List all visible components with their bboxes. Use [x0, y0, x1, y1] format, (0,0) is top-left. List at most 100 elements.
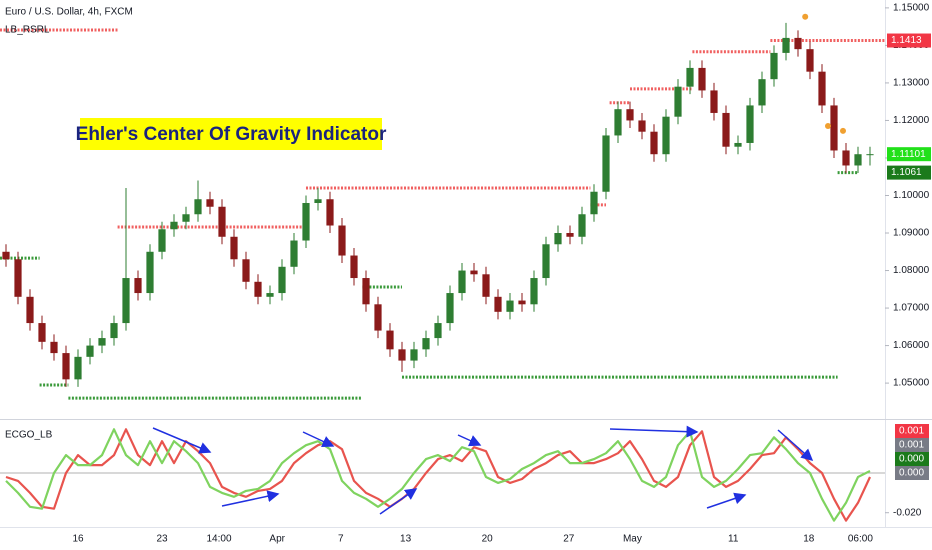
x-tick-label: 16: [72, 534, 84, 545]
high-marker: [802, 13, 809, 20]
candle-body: [194, 199, 202, 215]
y-tick-label: 1.06000: [893, 340, 930, 351]
candle-body: [110, 323, 118, 339]
x-tick-label: 27: [563, 534, 575, 545]
candle-body: [698, 67, 706, 91]
value-label-box: [895, 424, 929, 438]
y-tick-label: 1.09000: [893, 228, 930, 239]
candle-body: [662, 116, 670, 155]
value-label-box: [895, 466, 929, 480]
candle-body: [638, 120, 646, 132]
candle-body: [746, 105, 754, 143]
candle-body: [794, 37, 802, 50]
y-tick-label: 1.07000: [893, 303, 930, 314]
candle-body: [710, 90, 718, 113]
candle-body: [278, 266, 286, 294]
candle-body: [386, 330, 394, 350]
value-label: 0.000: [899, 454, 924, 465]
annotation-arrows: [152, 425, 814, 515]
candle-body: [578, 214, 586, 237]
value-label: 0.001: [899, 440, 924, 451]
candle-body: [158, 229, 166, 252]
x-tick-label: 14:00: [206, 534, 231, 545]
candle-body: [2, 251, 10, 260]
arrow: [457, 434, 482, 447]
arrow: [777, 429, 814, 461]
candle-body: [446, 293, 454, 324]
candle-body: [830, 105, 838, 151]
candle-body: [722, 112, 730, 147]
candle-body: [98, 338, 106, 346]
arrow: [302, 431, 335, 447]
candle-body: [170, 221, 178, 230]
x-tick-label: 11: [728, 534, 739, 545]
candle-body: [494, 296, 502, 312]
x-tick-label: May: [623, 534, 642, 545]
candle-body: [14, 259, 22, 297]
candle-body: [302, 202, 310, 241]
candle-body: [818, 71, 826, 106]
value-label-box: [895, 452, 929, 466]
candle-body: [182, 214, 190, 222]
candle-body: [530, 278, 538, 305]
pane-title: ECGO_LB: [5, 430, 53, 441]
plot: 16 23 14:00 Apr 7 13 20 27 May 11 18 06:00 1.05000 1.…: [0, 3, 931, 545]
value-label: 0.000: [899, 468, 924, 479]
candle-body: [470, 270, 478, 275]
candle-body: [350, 255, 358, 279]
candle-body: [782, 37, 790, 53]
annotation: Ehler's Center Of Gravity Indicator: [76, 124, 387, 145]
candle-body: [218, 206, 226, 237]
candle-body: [74, 356, 82, 380]
x-tick-label: 23: [156, 534, 168, 545]
candle-body: [626, 109, 634, 121]
candle-body: [770, 52, 778, 80]
candle-body: [554, 233, 562, 245]
candle-body: [410, 349, 418, 361]
candle-body: [86, 345, 94, 357]
candle-body: [758, 79, 766, 106]
y-tick-label: 1.05000: [893, 378, 930, 389]
annotation-box: [80, 118, 382, 150]
candle-body: [842, 150, 850, 166]
high-marker: [825, 122, 831, 129]
candle-body: [146, 251, 154, 294]
candle-body: [242, 259, 250, 282]
candle-body: [290, 240, 298, 267]
arrow: [221, 490, 280, 507]
price-label-box: [887, 165, 931, 180]
candle-body: [314, 199, 322, 203]
high-marker: [840, 127, 846, 134]
y-tick-label: 1.10000: [893, 190, 930, 201]
arrow: [706, 492, 747, 509]
candle-body: [50, 341, 58, 354]
candle-body: [374, 304, 382, 331]
candle-body: [338, 225, 346, 256]
candle-body: [518, 300, 526, 305]
candle-body: [266, 293, 274, 297]
candle-body: [134, 278, 142, 294]
candle-body: [614, 109, 622, 136]
y-tick-label: 1.08000: [893, 265, 930, 276]
arrow: [379, 488, 418, 515]
candle-body: [458, 270, 466, 294]
oscillator-line: [5, 428, 871, 522]
candle-body: [854, 154, 862, 166]
value-label-box: [895, 438, 929, 452]
candle-body: [422, 338, 430, 350]
candle-body: [254, 281, 262, 297]
price-label: 1.11101: [891, 149, 926, 160]
candle-body: [806, 49, 814, 72]
candle-body: [206, 199, 214, 207]
candle-body: [590, 191, 598, 215]
arrow: [152, 427, 212, 454]
candle-body: [362, 278, 370, 305]
candle-body: [482, 274, 490, 297]
y-tick-label: -0.020: [893, 507, 922, 518]
candle-body: [38, 323, 46, 342]
candle-body: [686, 67, 694, 87]
x-tick-label: 06:00: [848, 534, 873, 545]
indicator-name: LB_RSRL: [5, 25, 50, 36]
